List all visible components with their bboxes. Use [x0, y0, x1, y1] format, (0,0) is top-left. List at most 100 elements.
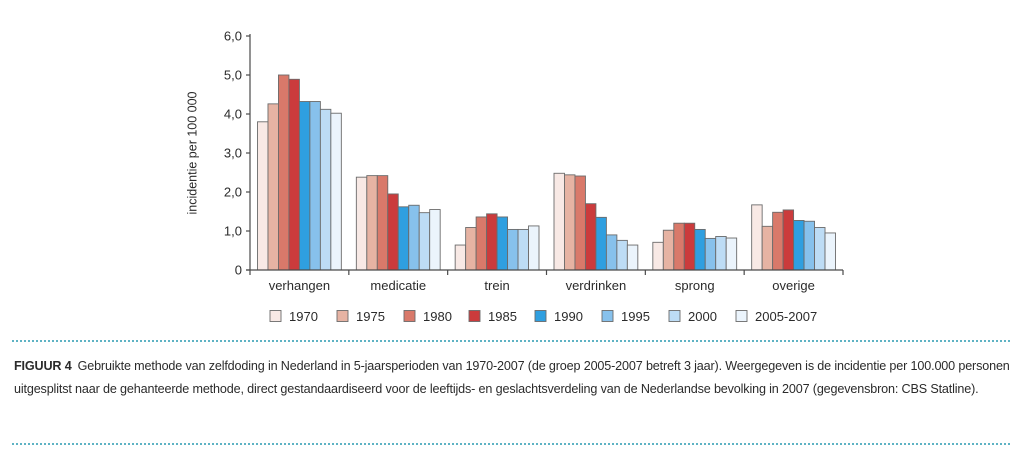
legend-label: 1970: [289, 309, 318, 324]
legend-label: 2000: [688, 309, 717, 324]
bar-overige-1980: [772, 211, 784, 271]
axes-layer: [246, 34, 844, 275]
bar-medicatie-2000: [418, 212, 431, 271]
bar-verhangen-1970: [257, 121, 269, 271]
legend-swatch: [735, 310, 748, 322]
bar-overige-2005-2007: [824, 232, 836, 271]
bar-trein-2005-2007: [528, 225, 540, 271]
legend-item-1995: 1995: [601, 309, 650, 324]
bar-group-verhangen: [257, 74, 342, 271]
x-category-label: verhangen: [269, 278, 330, 293]
bar-trein-1970: [454, 244, 467, 271]
bar-group-trein: [454, 213, 540, 271]
y-tick-label: 5,0: [224, 68, 242, 83]
x-category-label: sprong: [675, 278, 715, 293]
bar-sprong-1990: [694, 228, 706, 271]
bar-verdrinken-1980: [574, 175, 586, 271]
bar-verdrinken-1995: [605, 234, 618, 271]
legend-swatch: [403, 310, 416, 322]
bar-medicatie-1995: [408, 204, 420, 271]
bar-medicatie-1990: [397, 206, 410, 271]
figure-label: FIGUUR 4: [14, 359, 72, 373]
bar-sprong-1985: [683, 222, 696, 271]
y-tick-labels: 0 1,0 2,0 3,0 4,0 5,0 6,0: [224, 29, 242, 278]
bar-sprong-1975: [662, 229, 675, 271]
bar-chart: incidentie per 100 000 0 1,0 2,0 3,0 4,0 5,0 6…: [185, 29, 844, 324]
y-tick-label: 6,0: [224, 29, 242, 44]
legend-item-1985: 1985: [468, 309, 517, 324]
y-axis-title: incidentie per 100 000: [185, 91, 199, 214]
legend-item-1970: 1970: [269, 309, 318, 324]
y-tick-label: 1,0: [224, 224, 242, 239]
bar-sprong-2000: [715, 236, 727, 271]
bar-group-medicatie: [355, 175, 441, 271]
x-category-label: trein: [484, 278, 509, 293]
legend-swatch: [269, 310, 282, 322]
figure-caption: FIGUUR 4 Gebruikte methode van zelfdoding…: [14, 355, 1010, 400]
legend-item-1975: 1975: [336, 309, 385, 324]
x-category-label: medicatie: [370, 278, 426, 293]
y-tick-label: 2,0: [224, 185, 242, 200]
legend-item-2005-2007: 2005-2007: [735, 309, 817, 324]
bar-verhangen-1980: [278, 74, 290, 271]
bar-overige-1995: [803, 220, 815, 271]
bar-verdrinken-1970: [553, 172, 565, 271]
bar-group-overige: [751, 204, 836, 271]
caption-top-rule: [12, 340, 1010, 342]
bar-medicatie-1975: [366, 175, 378, 271]
bar-medicatie-1985: [387, 193, 399, 271]
legend-label: 1985: [488, 309, 517, 324]
bar-trein-1980: [475, 216, 488, 271]
bar-verhangen-1995: [309, 101, 321, 271]
bar-sprong-1980: [673, 222, 685, 271]
legend-swatch: [534, 310, 547, 322]
bar-trein-1985: [486, 213, 498, 271]
bar-verhangen-1990: [298, 101, 311, 271]
bar-sprong-2005-2007: [725, 237, 738, 271]
x-category-labels: verhangen medicatie trein verdrinken sprong o…: [269, 278, 815, 293]
y-tick-label: 0: [235, 263, 242, 278]
legend-label: 2005-2007: [755, 309, 817, 324]
legend-label: 1990: [554, 309, 583, 324]
bar-sprong-1995: [704, 237, 717, 271]
bar-trein-2000: [517, 228, 529, 271]
bar-verhangen-1985: [288, 78, 300, 271]
bar-overige-1970: [751, 204, 763, 271]
bar-verdrinken-1990: [595, 216, 607, 271]
legend-label: 1995: [621, 309, 650, 324]
bar-trein-1990: [496, 216, 509, 271]
bars-layer: [257, 74, 836, 271]
legend-item-2000: 2000: [668, 309, 717, 324]
bar-verdrinken-1985: [584, 203, 597, 271]
bar-medicatie-2005-2007: [429, 209, 441, 271]
legend-swatch: [601, 310, 614, 322]
y-tick-label: 4,0: [224, 107, 242, 122]
bar-medicatie-1980: [376, 175, 389, 271]
legend-label: 1980: [423, 309, 452, 324]
legend-swatch: [336, 310, 349, 322]
legend: 1970 1975 1980 1985 1990 1995 2000 2005-2007: [269, 309, 817, 324]
y-tick-label: 3,0: [224, 146, 242, 161]
bar-verhangen-2005-2007: [330, 112, 342, 271]
bar-trein-1995: [507, 228, 519, 271]
bar-verhangen-2000: [319, 108, 332, 271]
x-category-label: overige: [772, 278, 815, 293]
caption-bottom-rule: [12, 443, 1010, 445]
legend-item-1990: 1990: [534, 309, 583, 324]
legend-item-1980: 1980: [403, 309, 452, 324]
bar-medicatie-1970: [355, 176, 368, 271]
bar-verdrinken-2005-2007: [626, 244, 639, 271]
bar-group-verdrinken: [553, 172, 639, 271]
bar-sprong-1970: [652, 241, 664, 271]
caption-text: Gebruikte methode van zelfdoding in Nede…: [14, 359, 1010, 396]
bar-overige-1975: [761, 225, 774, 271]
bar-verdrinken-1975: [564, 174, 576, 271]
bar-overige-2000: [814, 227, 826, 271]
bar-overige-1985: [782, 209, 795, 271]
legend-swatch: [668, 310, 681, 322]
x-category-label: verdrinken: [566, 278, 627, 293]
legend-label: 1975: [356, 309, 385, 324]
bar-group-sprong: [652, 222, 738, 271]
bar-trein-1975: [465, 227, 477, 271]
legend-swatch: [468, 310, 481, 322]
